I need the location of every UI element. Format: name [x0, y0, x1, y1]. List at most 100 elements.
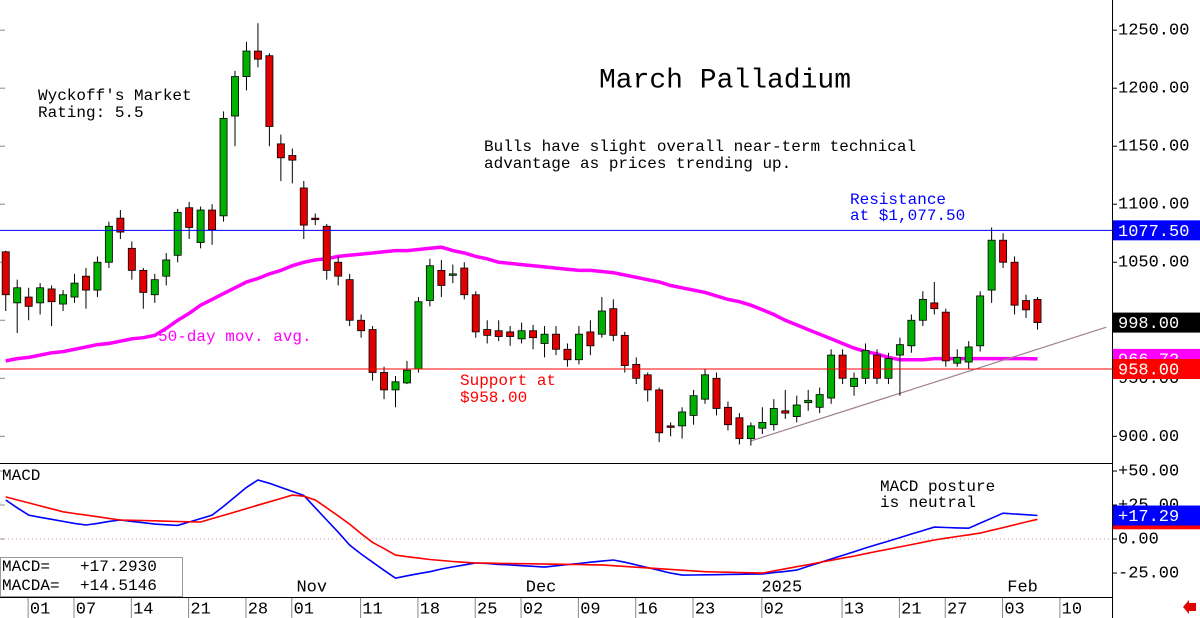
- candle-body: [265, 55, 274, 127]
- month-label: 2025: [761, 578, 802, 597]
- candle-body: [861, 350, 870, 379]
- macd-note: is neutral: [880, 494, 976, 512]
- candle-body: [597, 310, 606, 335]
- candle-body: [815, 394, 824, 408]
- price-tag: [1113, 220, 1200, 241]
- readout-value: +17.2930: [80, 558, 157, 576]
- x-tick-label: 25: [477, 600, 497, 618]
- y-tick-label: 1150.00: [1118, 138, 1189, 157]
- candle-body: [964, 346, 973, 363]
- price-tag-label: 1077.50: [1118, 223, 1189, 242]
- candle-body: [276, 143, 285, 159]
- candle-body: [208, 209, 217, 231]
- candle-body: [93, 261, 102, 291]
- candle-body: [850, 377, 859, 387]
- candle-body: [116, 217, 125, 233]
- candle-body: [345, 279, 354, 321]
- candle-body: [299, 187, 308, 226]
- candle-body: [586, 331, 595, 347]
- candle-body: [689, 395, 698, 416]
- candle-body: [483, 329, 492, 336]
- candle-body: [953, 357, 962, 364]
- commentary: advantage as prices trending up.: [484, 155, 791, 173]
- candle-body: [334, 261, 343, 277]
- candle-body: [895, 344, 904, 356]
- macd-line: [5, 494, 1038, 574]
- candle-body: [36, 287, 45, 304]
- candle-body: [70, 282, 79, 298]
- candle-body: [322, 225, 331, 271]
- candle-body: [150, 279, 159, 296]
- candle-body: [1033, 298, 1042, 323]
- candle-body: [563, 348, 572, 361]
- candle-body: [574, 333, 583, 361]
- candle-body: [666, 425, 675, 428]
- month-label: Nov: [296, 578, 327, 597]
- x-tick-label: 28: [248, 600, 268, 618]
- candle-body: [494, 330, 503, 337]
- price-tag: [1113, 359, 1200, 380]
- candle-body: [620, 334, 629, 366]
- month-label: Feb: [1007, 578, 1038, 597]
- candle-body: [219, 117, 228, 217]
- resistance-note: at $1,077.50: [850, 207, 965, 225]
- x-tick-label: 11: [362, 600, 382, 618]
- candle-body: [368, 329, 377, 373]
- candle-body: [712, 377, 721, 409]
- candle-body: [781, 410, 790, 414]
- resistance-note: Resistance: [850, 191, 946, 209]
- x-tick-label: 16: [638, 600, 658, 618]
- candle-body: [196, 209, 205, 243]
- candle-body: [838, 354, 847, 379]
- ma-label: 50-day mov. avg.: [158, 328, 312, 346]
- x-tick-label: 02: [764, 600, 784, 618]
- candle-body: [47, 288, 56, 303]
- candle-body: [288, 155, 297, 161]
- candle-body: [59, 294, 68, 305]
- x-tick-label: 13: [844, 600, 864, 618]
- macd-line: [5, 479, 1038, 579]
- rating-note: Rating: 5.5: [38, 104, 144, 122]
- candle-body: [540, 333, 549, 344]
- candle-body: [804, 399, 813, 404]
- y-tick-label: -25.00: [1118, 565, 1179, 584]
- candle-body: [104, 225, 113, 263]
- candle-body: [1022, 300, 1030, 311]
- support-note: $958.00: [460, 389, 527, 407]
- candle-body: [448, 273, 457, 276]
- candle-body: [552, 333, 560, 350]
- readout-label: MACDA=: [2, 577, 60, 595]
- x-tick-label: 21: [901, 600, 921, 618]
- readout-label: MACD=: [2, 558, 50, 576]
- candle-body: [792, 404, 801, 417]
- candle-body: [873, 354, 881, 379]
- plot-layer: 1250.001200.001150.001100.001050.001000.…: [0, 22, 1200, 618]
- candle-body: [380, 372, 388, 391]
- price-tag-label: 998.00: [1118, 315, 1179, 334]
- candle-body: [162, 259, 171, 277]
- candle-body: [735, 417, 744, 440]
- nav-arrow[interactable]: [1183, 600, 1196, 614]
- x-tick-label: 02: [523, 600, 543, 618]
- candle-body: [391, 381, 400, 391]
- y-tick-label: 0.00: [1118, 531, 1159, 550]
- x-tick-label: 01: [30, 600, 50, 618]
- price-tag-label: +17.29: [1118, 508, 1179, 527]
- candle-body: [357, 319, 366, 332]
- price-tag: [1113, 312, 1200, 333]
- candle-body: [231, 76, 239, 117]
- x-tick-label: 09: [580, 600, 600, 618]
- candle-body: [82, 275, 90, 291]
- macd-note: MACD posture: [880, 478, 995, 496]
- candle-body: [173, 211, 182, 256]
- candle-body: [609, 308, 618, 336]
- candle-body: [987, 239, 996, 291]
- candle-body: [24, 296, 33, 307]
- candle-body: [678, 411, 687, 427]
- y-tick-label: 1250.00: [1118, 22, 1189, 41]
- y-tick-label: 1200.00: [1118, 80, 1189, 99]
- x-tick-label: 23: [695, 600, 715, 618]
- x-tick-label: 07: [76, 600, 96, 618]
- x-tick-label: 01: [294, 600, 314, 618]
